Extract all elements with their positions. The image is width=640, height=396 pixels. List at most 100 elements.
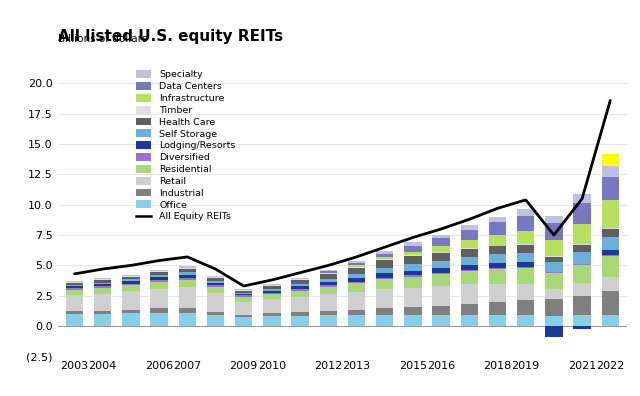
Bar <box>235 291 252 293</box>
Bar <box>319 271 337 272</box>
Bar <box>489 263 506 268</box>
Bar <box>179 308 196 313</box>
Bar <box>461 284 478 304</box>
Bar <box>348 267 365 268</box>
Bar <box>207 315 224 326</box>
Bar <box>207 276 224 277</box>
Bar <box>179 269 196 272</box>
Bar <box>517 231 534 244</box>
Bar <box>235 289 252 290</box>
Bar <box>573 194 591 204</box>
Bar <box>433 314 450 326</box>
Bar <box>348 274 365 278</box>
Bar <box>433 252 450 253</box>
Bar <box>150 289 168 308</box>
Bar <box>179 287 196 308</box>
Bar <box>122 286 140 291</box>
Bar <box>150 272 168 275</box>
Bar <box>94 310 111 314</box>
Bar <box>602 256 619 277</box>
Bar <box>602 291 619 314</box>
Bar <box>376 268 394 273</box>
Bar <box>461 271 478 284</box>
Bar <box>179 280 196 287</box>
Bar <box>573 315 591 326</box>
Bar <box>489 254 506 263</box>
Bar <box>122 276 140 277</box>
Bar <box>319 270 337 271</box>
Bar <box>348 268 365 274</box>
Bar <box>404 287 422 307</box>
Bar <box>433 238 450 246</box>
Bar <box>179 313 196 326</box>
Bar <box>489 302 506 314</box>
Bar <box>66 281 83 282</box>
Bar <box>122 291 140 310</box>
Bar <box>150 280 168 282</box>
Bar <box>150 271 168 272</box>
Bar <box>207 286 224 287</box>
Bar <box>150 313 168 326</box>
Bar <box>235 290 252 291</box>
Bar <box>545 299 563 316</box>
Bar <box>489 217 506 222</box>
Bar <box>517 253 534 262</box>
Bar <box>263 299 281 313</box>
Bar <box>348 278 365 282</box>
Bar <box>545 223 563 240</box>
Bar <box>545 326 563 337</box>
Bar <box>376 253 394 257</box>
Bar <box>94 278 111 279</box>
Bar <box>319 311 337 315</box>
Bar <box>66 288 83 290</box>
Bar <box>291 280 309 284</box>
Bar <box>545 257 563 263</box>
Bar <box>545 272 563 273</box>
Bar <box>94 314 111 326</box>
Bar <box>489 234 506 246</box>
Bar <box>319 286 337 287</box>
Bar <box>319 315 337 326</box>
Bar <box>122 277 140 280</box>
Bar <box>404 314 422 326</box>
Bar <box>545 240 563 255</box>
Bar <box>404 277 422 287</box>
Bar <box>602 177 619 200</box>
Text: All listed U.S. equity REITs: All listed U.S. equity REITs <box>58 29 283 44</box>
Bar <box>573 264 591 265</box>
Bar <box>461 248 478 249</box>
Bar <box>348 315 365 326</box>
Bar <box>235 294 252 295</box>
Bar <box>66 282 83 283</box>
Bar <box>461 270 478 271</box>
Bar <box>461 265 478 270</box>
Bar <box>263 294 281 299</box>
Bar <box>179 266 196 268</box>
Bar <box>122 284 140 286</box>
Bar <box>433 246 450 252</box>
Bar <box>489 284 506 302</box>
Bar <box>433 273 450 274</box>
Bar <box>66 314 83 326</box>
Bar <box>263 285 281 286</box>
Bar <box>573 204 591 224</box>
Bar <box>235 314 252 317</box>
Bar <box>433 261 450 268</box>
Bar <box>461 314 478 326</box>
Bar <box>376 279 394 289</box>
Bar <box>573 244 591 245</box>
Bar <box>433 268 450 273</box>
Bar <box>573 252 591 264</box>
Bar <box>404 264 422 270</box>
Bar <box>66 311 83 314</box>
Bar <box>291 278 309 279</box>
Bar <box>376 308 394 314</box>
Bar <box>489 314 506 326</box>
Bar <box>433 286 450 306</box>
Bar <box>376 278 394 279</box>
Bar <box>602 250 619 255</box>
Bar <box>150 270 168 271</box>
Bar <box>319 282 337 286</box>
Bar <box>602 154 619 166</box>
Bar <box>545 255 563 257</box>
